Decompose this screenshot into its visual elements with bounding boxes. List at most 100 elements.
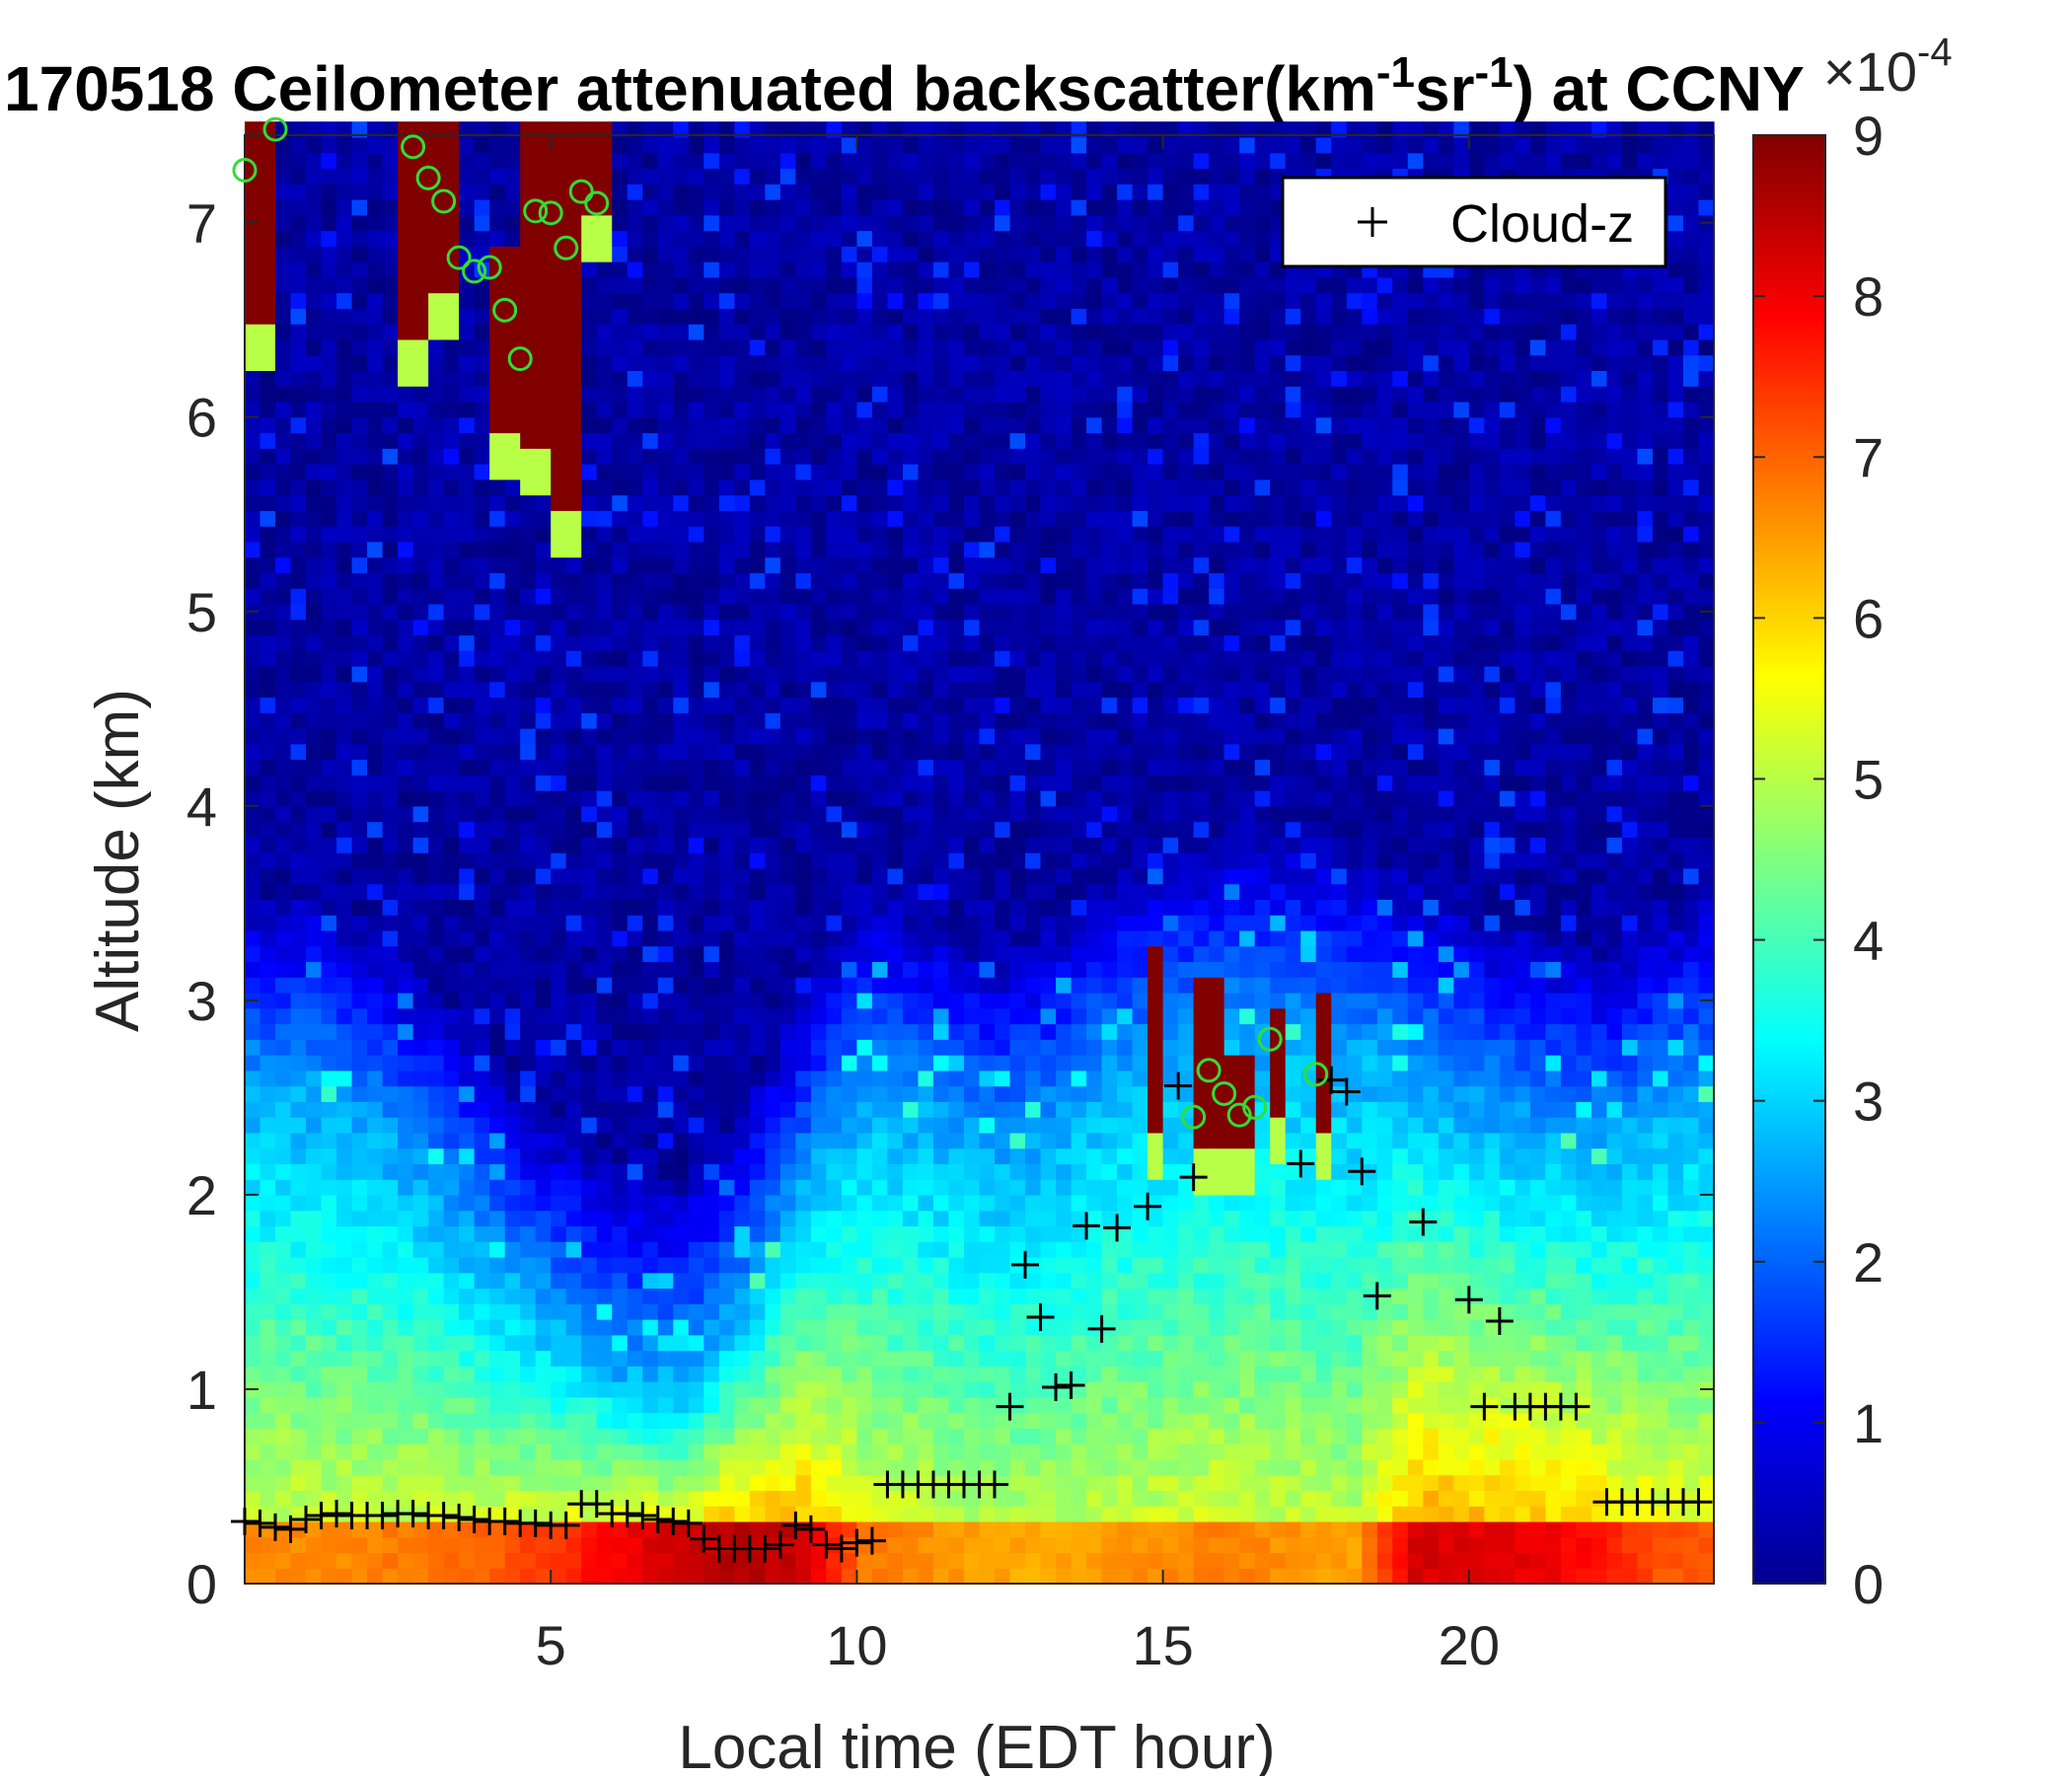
heatmap-cell — [995, 665, 1011, 683]
heatmap-cell — [734, 214, 751, 232]
heatmap-cell — [504, 852, 521, 869]
heatmap-cell — [841, 1490, 858, 1507]
heatmap-cell — [871, 230, 889, 247]
heatmap-cell — [810, 867, 827, 885]
heatmap-cell — [871, 1085, 889, 1102]
heatmap-cell — [290, 1101, 307, 1118]
heatmap-cell — [382, 727, 399, 745]
heatmap-cell — [351, 977, 368, 994]
heatmap-cell — [398, 448, 414, 465]
heatmap-cell — [887, 1458, 904, 1476]
heatmap-cell — [459, 1288, 476, 1304]
heatmap-cell — [259, 308, 276, 325]
heatmap-cell — [948, 184, 965, 200]
heatmap-cell — [367, 697, 384, 713]
heatmap-cell — [459, 448, 476, 465]
heatmap-cell — [810, 837, 827, 853]
heatmap-cell — [1040, 370, 1057, 387]
heatmap-cell — [963, 1225, 981, 1242]
heatmap-cell — [459, 1396, 476, 1414]
heatmap-cell — [918, 681, 934, 699]
heatmap-cell — [459, 1303, 476, 1320]
heatmap-cell — [459, 1412, 476, 1429]
heatmap-cell — [673, 992, 690, 1009]
heatmap-cell — [841, 230, 858, 247]
heatmap-cell — [551, 541, 567, 558]
heatmap-cell — [688, 1288, 704, 1304]
heatmap-cell — [504, 727, 521, 745]
heatmap-cell — [810, 1334, 827, 1352]
heatmap-cell — [1025, 790, 1042, 807]
heatmap-cell — [810, 168, 827, 185]
heatmap-cell — [321, 915, 337, 931]
heatmap-cell — [841, 1319, 858, 1336]
heatmap-cell — [887, 805, 904, 823]
heatmap-cell — [520, 759, 537, 776]
heatmap-cell — [336, 261, 353, 278]
heatmap-cell — [749, 1506, 766, 1522]
heatmap-cell — [565, 1350, 582, 1367]
heatmap-cell — [612, 1241, 629, 1258]
heatmap-cell — [871, 261, 889, 278]
heatmap-cell — [963, 588, 981, 605]
heatmap-cell — [520, 1506, 537, 1522]
heatmap-cell — [995, 464, 1011, 481]
heatmap-cell — [275, 1366, 292, 1382]
heatmap-cell — [321, 775, 337, 791]
heatmap-cell — [596, 603, 613, 621]
heatmap-cell — [657, 121, 674, 138]
heatmap-cell — [290, 1085, 307, 1102]
heatmap-cell — [443, 386, 460, 403]
heatmap-cell — [306, 619, 323, 636]
heatmap-cell — [779, 1303, 796, 1320]
heatmap-cell — [810, 945, 827, 963]
heatmap-cell — [642, 526, 659, 543]
heatmap-cell — [443, 292, 460, 309]
heatmap-cell — [551, 1085, 567, 1102]
heatmap-cell — [259, 1256, 276, 1274]
heatmap-cell — [275, 634, 292, 651]
heatmap-cell — [703, 1288, 720, 1304]
heatmap-cell — [1040, 634, 1057, 651]
heatmap-cell — [290, 136, 307, 154]
heatmap-cell — [902, 977, 920, 994]
heatmap-cell — [703, 1334, 720, 1352]
heatmap-cell — [275, 775, 292, 791]
heatmap-cell — [1009, 1147, 1026, 1164]
heatmap-cell — [398, 432, 414, 449]
heatmap-cell — [932, 214, 950, 232]
heatmap-cell — [871, 448, 889, 465]
heatmap-cell — [412, 634, 429, 651]
heatmap-cell — [688, 1334, 704, 1352]
heatmap-cell — [826, 821, 843, 838]
heatmap-cell — [688, 432, 704, 449]
heatmap-cell — [398, 401, 414, 418]
heatmap-cell — [826, 1256, 843, 1274]
heatmap-cell — [428, 121, 445, 138]
heatmap-cell — [259, 1490, 276, 1507]
heatmap-cell — [351, 1568, 368, 1585]
heatmap-cell — [245, 650, 261, 667]
heatmap-cell — [779, 743, 796, 761]
heatmap-cell — [826, 292, 843, 309]
heatmap-cell — [1040, 1443, 1057, 1460]
heatmap-cell — [718, 1210, 735, 1227]
heatmap-cell — [932, 743, 950, 761]
heatmap-cell — [856, 743, 873, 761]
heatmap-cell — [306, 1334, 323, 1352]
heatmap-cell — [841, 837, 858, 853]
heatmap-cell — [459, 168, 476, 185]
heatmap-cell — [765, 1241, 781, 1258]
heatmap-cell — [688, 1132, 704, 1149]
heatmap-cell — [520, 619, 537, 636]
heatmap-cell — [871, 556, 889, 573]
heatmap-cell — [918, 401, 934, 418]
heatmap-cell — [856, 1428, 873, 1444]
heatmap-cell — [1040, 1366, 1057, 1382]
heatmap-cell — [688, 852, 704, 869]
heatmap-cell — [948, 324, 965, 340]
heatmap-cell — [918, 603, 934, 621]
heatmap-cell — [474, 214, 490, 232]
heatmap-cell — [995, 681, 1011, 699]
heatmap-cell — [887, 1428, 904, 1444]
